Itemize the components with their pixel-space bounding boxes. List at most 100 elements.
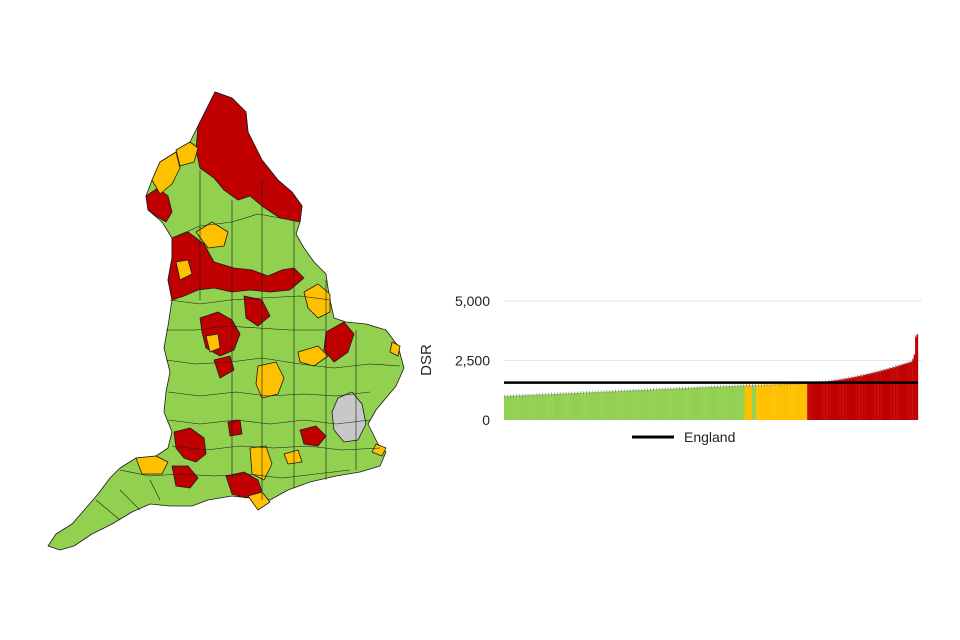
bar [559,393,561,420]
bar [623,390,626,420]
bar [868,373,871,420]
bar [616,391,618,420]
bar [834,380,837,420]
bar [760,384,763,420]
bar [715,386,717,420]
bar [651,389,653,420]
bar [657,389,659,420]
bar [737,385,739,420]
bar [845,378,847,420]
bar [689,387,691,420]
bar [792,383,795,420]
bar [521,395,524,420]
bar [883,370,885,420]
bar [614,391,617,420]
bar [588,392,591,420]
bar [718,386,720,420]
bar [864,374,866,420]
bar [674,388,677,420]
bar [750,385,752,420]
bar [678,388,681,420]
bar [613,391,615,420]
bar [576,392,579,420]
bar [683,388,685,420]
bar [798,383,801,420]
bar [544,394,547,420]
bar [801,383,803,420]
map-area-amber [283,449,303,465]
bar [511,395,513,420]
bar [805,382,808,420]
dsr-bar-chart: 0 2,500 5,000 DSR England [418,293,922,445]
bar [842,379,844,420]
bar [818,382,821,420]
bar [536,394,538,420]
bar [591,392,594,420]
bar [673,388,675,420]
bar [646,389,649,420]
bar [575,393,578,420]
bar [900,364,903,420]
bar [531,394,534,420]
bar [775,384,777,420]
bar [888,368,891,420]
map-area-amber [371,443,387,457]
bar [709,386,712,420]
bar [569,393,572,420]
bar [639,390,642,420]
bar [859,375,862,420]
bar [874,372,876,420]
bar [649,389,652,420]
bar [693,387,696,420]
bar [702,387,704,420]
bar [560,393,563,420]
bar [815,382,818,420]
bar [731,386,734,420]
bar [782,383,785,420]
bar [670,388,672,420]
bar [802,383,805,420]
bar [705,387,707,420]
bars [504,334,919,420]
bar [722,386,725,420]
bar [711,386,713,420]
bar [881,370,884,420]
bar [687,387,690,420]
bar [509,395,512,420]
y-axis-label: DSR [418,344,435,376]
y-tick-label: 0 [482,412,490,428]
bar [729,386,732,420]
bar [786,383,789,420]
bar [831,380,834,420]
bar [789,383,792,420]
bar [668,388,671,420]
bar [512,395,515,420]
y-tick-label: 2,500 [455,353,490,369]
bar [794,383,796,420]
bar [756,385,758,420]
bar [604,391,607,420]
bar [690,387,693,420]
bar [910,361,913,420]
map-area-amber [175,141,199,167]
bar [824,381,827,420]
bar [797,383,799,420]
bar [757,385,760,420]
bar [830,380,833,420]
bar [754,385,757,420]
bar [907,362,910,420]
bar [555,393,557,420]
bar [891,367,894,420]
bar [546,394,548,420]
bar [744,385,747,420]
bar [556,393,559,420]
bar [557,393,560,420]
map-area-red [243,295,271,327]
bar [661,389,664,420]
bar [659,389,662,420]
bar [632,390,634,420]
bar [520,395,522,420]
bar [827,381,830,420]
bar [776,384,779,420]
bar [862,375,865,420]
